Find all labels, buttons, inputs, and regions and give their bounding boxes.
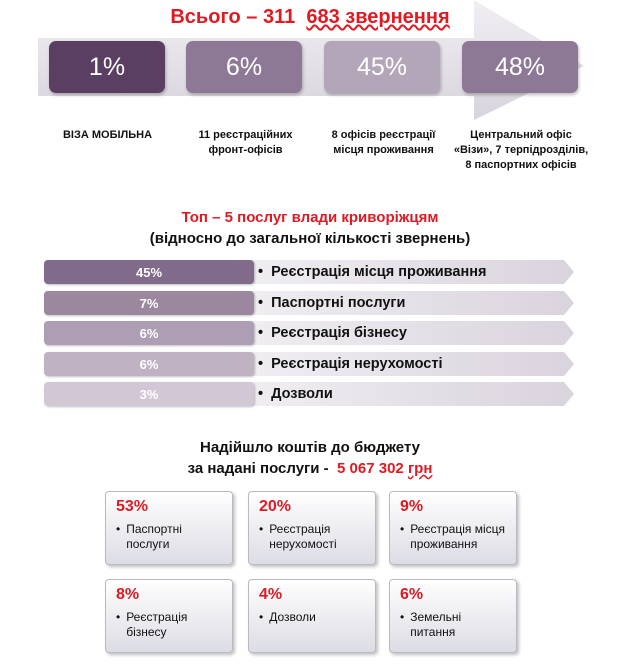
total-number: 683 звернення xyxy=(306,6,450,28)
budget-currency: грн xyxy=(407,460,433,477)
total-prefix: Всього – 311 xyxy=(170,6,296,28)
budget-card-label-text: Дозволи xyxy=(269,610,316,624)
service-pct: 3% xyxy=(44,382,254,406)
process-arrow xyxy=(38,0,584,120)
bullet-icon: • xyxy=(258,264,264,280)
service-label-text: Дозволи xyxy=(271,386,333,402)
channel-caption-central-office: Центральний офіс «Візи», 7 терпідрозділі… xyxy=(453,129,589,171)
top5-subtitle: (відносно до загальної кількості звернен… xyxy=(149,230,471,247)
channel-caption-registration-offices: 8 офісів реєстрації місця проживання xyxy=(331,129,436,156)
bullet-icon: • xyxy=(116,522,121,536)
budget-card-label-text: Земельні питання xyxy=(410,610,462,639)
budget-card-pct: 20% xyxy=(259,498,292,515)
budget-card-label-text: Реєстрація бізнесу xyxy=(126,610,188,639)
channel-pct-mobile: 1% xyxy=(49,41,165,93)
budget-card-label: • Реєстрація бізнесу xyxy=(116,610,222,640)
channel-pct-registration-offices: 45% xyxy=(324,41,440,93)
service-pct: 45% xyxy=(44,260,254,284)
service-label: • Реєстрація нерухомості xyxy=(258,352,442,376)
budget-card-pct: 53% xyxy=(116,498,149,515)
budget-card-pct: 4% xyxy=(259,586,283,603)
total-requests-title: Всього – 311 683 звернення xyxy=(0,6,620,29)
budget-card-pct: 6% xyxy=(400,586,424,603)
bullet-icon: • xyxy=(258,325,264,341)
budget-card-pct: 8% xyxy=(116,586,140,603)
budget-card-label: • Дозволи xyxy=(259,610,365,625)
budget-card: 9% • Реєстрація місця проживання xyxy=(389,491,517,565)
service-label: • Реєстрація бізнесу xyxy=(258,321,407,345)
bullet-icon: • xyxy=(258,295,264,311)
budget-title: Надійшло коштів до бюджету xyxy=(199,439,421,456)
bullet-icon: • xyxy=(259,610,264,624)
bullet-icon: • xyxy=(400,522,405,536)
top5-title: Топ – 5 послуг влади криворіжцям xyxy=(181,209,439,226)
service-pct: 6% xyxy=(44,321,254,345)
service-label: • Паспортні послуги xyxy=(258,291,405,315)
service-label-text: Реєстрація місця проживання xyxy=(271,264,487,280)
service-label-text: Реєстрація бізнесу xyxy=(271,325,407,341)
bullet-icon: • xyxy=(400,610,405,624)
service-pct: 6% xyxy=(44,352,254,376)
channel-caption-front-offices: 11 реєстраційних фронт-офісів xyxy=(198,129,293,156)
budget-amount: 5 067 302 xyxy=(337,460,404,477)
budget-card-label: • Паспортні послуги xyxy=(116,522,222,552)
budget-card: 8% • Реєстрація бізнесу xyxy=(105,579,233,653)
channel-pct-central-office: 48% xyxy=(462,41,578,93)
service-label: • Реєстрація місця проживання xyxy=(258,260,486,284)
budget-subtitle-text: за надані послуги - xyxy=(187,460,329,477)
budget-card: 20% • Реєстрація нерухомості xyxy=(248,491,376,565)
channel-caption-mobile: ВІЗА МОБІЛЬНА xyxy=(62,129,153,141)
service-label: • Дозволи xyxy=(258,382,333,406)
budget-card: 4% • Дозволи xyxy=(248,579,376,653)
budget-card-label: • Земельні питання xyxy=(400,610,506,640)
bullet-icon: • xyxy=(258,356,264,372)
budget-card: 6% • Земельні питання xyxy=(389,579,517,653)
budget-card-label-text: Паспортні послуги xyxy=(126,522,182,551)
budget-subtitle: за надані послуги - 5 067 302 грн xyxy=(0,460,620,477)
budget-card-label-text: Реєстрація нерухомості xyxy=(269,522,337,551)
budget-card: 53% • Паспортні послуги xyxy=(105,491,233,565)
budget-card-label-text: Реєстрація місця проживання xyxy=(410,522,505,551)
budget-card-label: • Реєстрація нерухомості xyxy=(259,522,365,552)
service-label-text: Паспортні послуги xyxy=(271,295,406,311)
bullet-icon: • xyxy=(258,386,264,402)
service-label-text: Реєстрація нерухомості xyxy=(271,356,443,372)
bullet-icon: • xyxy=(259,522,264,536)
budget-card-pct: 9% xyxy=(400,498,424,515)
channel-pct-front-offices: 6% xyxy=(186,41,302,93)
budget-card-label: • Реєстрація місця проживання xyxy=(400,522,506,552)
service-pct: 7% xyxy=(44,291,254,315)
bullet-icon: • xyxy=(116,610,121,624)
